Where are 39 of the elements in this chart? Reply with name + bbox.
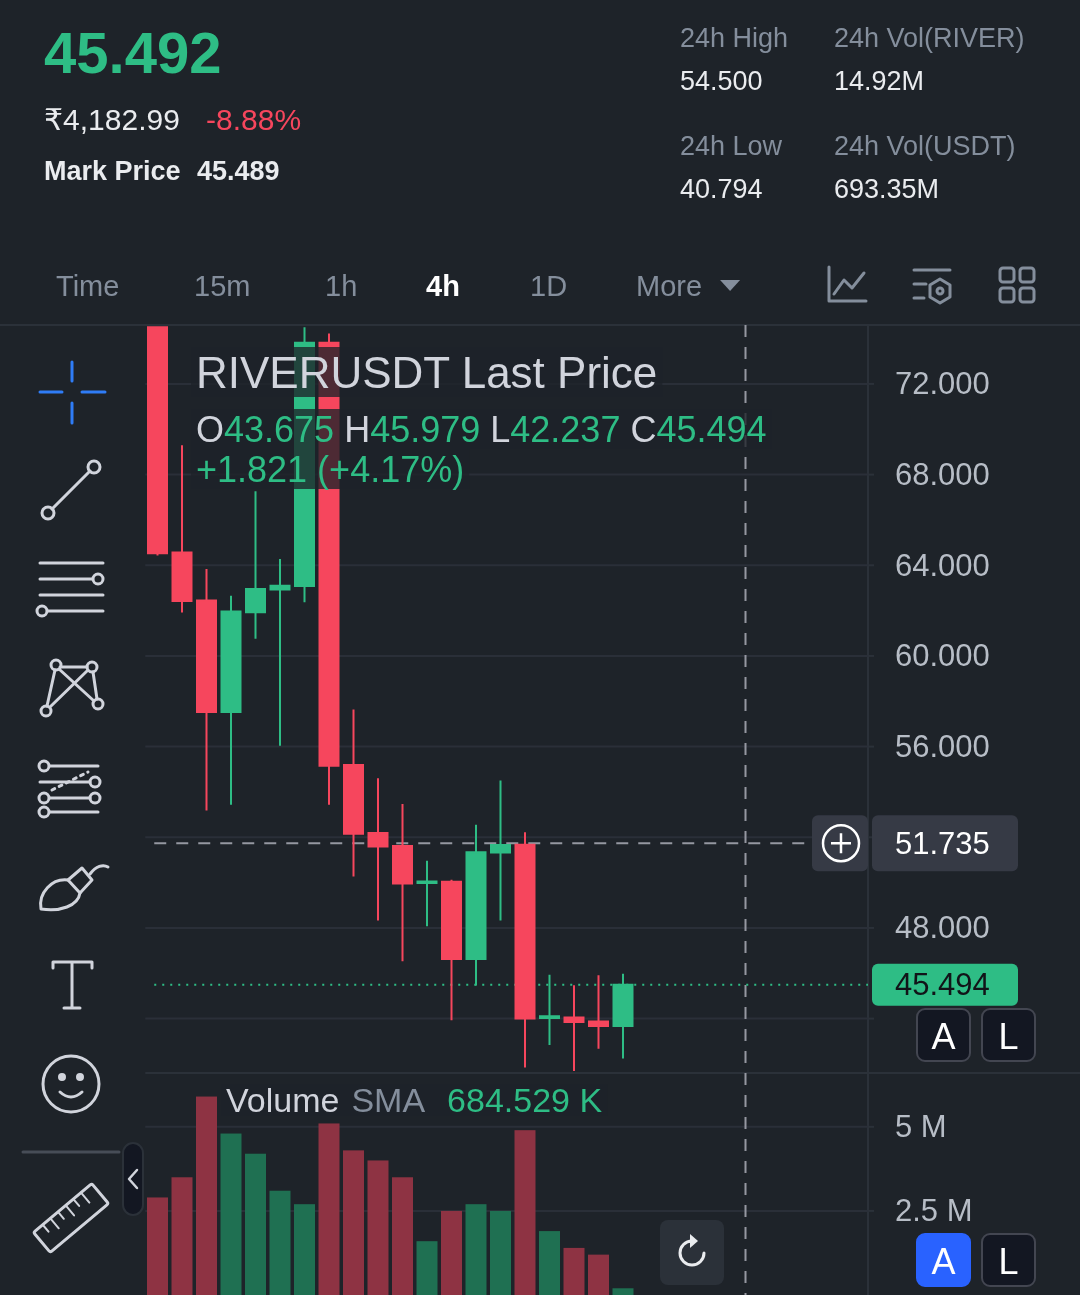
annotation: SMA — [351, 1081, 426, 1119]
y-tick-label: 60.000 — [895, 638, 990, 674]
y-tick-label: 2.5 M — [895, 1193, 973, 1229]
toggle-button: L — [981, 1233, 1036, 1287]
text: 24h Vol(USDT) — [834, 131, 1016, 161]
y-tick-label: 48.000 — [895, 910, 990, 946]
text: 45.489 — [197, 156, 280, 186]
annotation: +1.821 (+4.17%) — [196, 448, 465, 490]
y-tick-label: 72.000 — [895, 366, 990, 402]
y-tick-label: 5 M — [895, 1109, 947, 1145]
ref-line-label: 51.735 — [895, 825, 990, 861]
text: 693.35M — [834, 174, 940, 204]
annotation: O43.675 H45.979 L42.237 C45.494 — [196, 408, 767, 450]
text: More — [636, 270, 703, 302]
text: 24h Low — [680, 131, 783, 161]
y-tick-label: 64.000 — [895, 547, 990, 583]
toggle-button: A — [916, 1233, 971, 1287]
chart-title: Volume — [226, 1081, 340, 1119]
text: RIVERUSDT Last Price — [196, 347, 658, 397]
y-tick-label: 68.000 — [895, 457, 990, 493]
text: 24h High — [680, 23, 789, 53]
text: 45.492 — [44, 19, 222, 85]
text: 40.794 — [680, 174, 763, 204]
y-tick-label: 56.000 — [895, 729, 990, 765]
text: 1h — [325, 270, 358, 302]
toggle-button: L — [981, 1008, 1036, 1062]
toggle-button: A — [916, 1008, 971, 1062]
annotation: 684.529 K — [447, 1081, 603, 1119]
text: ₹4,182.99 — [44, 102, 180, 136]
text: 14.92M — [834, 66, 925, 96]
text: 54.500 — [680, 66, 763, 96]
text: -8.88% — [206, 102, 302, 136]
text: Mark Price — [44, 156, 181, 186]
text: 1D — [530, 270, 568, 302]
text: 4h — [426, 270, 460, 302]
text: 15m — [194, 270, 251, 302]
ref-line-label: 45.494 — [895, 967, 990, 1003]
text: Time — [56, 270, 120, 302]
text: 24h Vol(RIVER) — [834, 23, 1025, 53]
